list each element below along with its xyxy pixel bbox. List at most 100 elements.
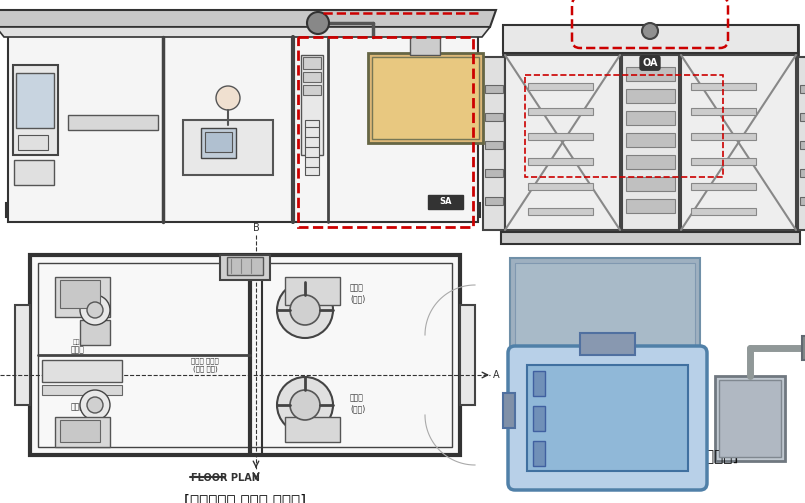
Bar (691, 83, 756, 90)
Bar (285, 277, 340, 305)
Bar (681, 55, 796, 230)
Text: 전도비: 전도비 (71, 346, 85, 355)
Circle shape (80, 295, 110, 325)
Bar (18, 135, 48, 150)
Bar (533, 406, 545, 431)
Bar (485, 113, 503, 121)
Circle shape (277, 377, 333, 433)
Bar (410, 37, 440, 55)
Bar (691, 108, 756, 115)
Text: 전도비: 전도비 (71, 402, 85, 411)
Bar (800, 113, 805, 121)
Bar (460, 305, 475, 405)
Text: SA: SA (440, 198, 452, 207)
Bar (38, 263, 452, 447)
Bar (533, 371, 545, 396)
Bar (800, 141, 805, 149)
Bar (715, 376, 785, 461)
Bar (60, 280, 100, 308)
Bar (13, 65, 58, 155)
Text: 채취실
(분리): 채취실 (분리) (350, 393, 365, 413)
Bar (503, 393, 515, 428)
Bar (201, 128, 236, 158)
Bar (580, 333, 635, 355)
Bar (800, 85, 805, 93)
Bar (691, 158, 756, 165)
Circle shape (277, 282, 333, 338)
Text: 전도비: 전도비 (72, 340, 84, 345)
Text: 처방전 대기줄
(분리 대기): 처방전 대기줄 (분리 대기) (191, 358, 219, 372)
Bar (503, 25, 798, 53)
Bar (14, 160, 54, 185)
Bar (483, 57, 505, 230)
Bar (510, 258, 700, 378)
Bar (800, 169, 805, 177)
FancyBboxPatch shape (508, 346, 707, 490)
Bar (60, 420, 100, 442)
Text: B: B (253, 223, 259, 233)
Bar (68, 115, 158, 130)
Bar (505, 55, 620, 230)
Bar (372, 57, 479, 139)
Circle shape (80, 390, 110, 420)
Bar (485, 197, 503, 205)
Bar (6, 203, 480, 217)
Bar (55, 417, 110, 447)
Bar (798, 57, 805, 230)
Text: OA: OA (642, 58, 658, 68)
Bar (368, 53, 483, 143)
Circle shape (216, 86, 240, 110)
Bar (485, 141, 503, 149)
Polygon shape (0, 10, 496, 27)
Bar (8, 27, 478, 222)
Bar (303, 85, 321, 95)
Bar (626, 199, 675, 213)
Bar (533, 441, 545, 466)
Bar (227, 257, 263, 275)
Bar (503, 25, 798, 230)
Bar (80, 320, 110, 345)
Bar (626, 155, 675, 169)
Bar (205, 132, 232, 152)
Bar (298, 37, 473, 227)
Bar (719, 380, 781, 457)
Bar (501, 232, 800, 244)
Bar (691, 133, 756, 140)
Bar (626, 89, 675, 103)
Circle shape (87, 302, 103, 318)
Bar (528, 108, 593, 115)
Circle shape (642, 23, 658, 39)
Text: 채취실
(분리): 채취실 (분리) (350, 283, 365, 303)
Bar (220, 255, 270, 280)
Bar (691, 183, 756, 190)
Text: [양압/음압 조절가능 환기장치]: [양압/음압 조절가능 환기장치] (602, 448, 738, 463)
Bar (626, 133, 675, 147)
Bar (626, 111, 675, 125)
Bar (800, 197, 805, 205)
Bar (485, 85, 503, 93)
Bar (55, 277, 110, 317)
Bar (528, 158, 593, 165)
Text: [선별진료소 개발안 평면도]: [선별진료소 개발안 평면도] (184, 493, 306, 503)
Text: A: A (493, 370, 500, 380)
Bar (626, 67, 675, 81)
Bar (528, 83, 593, 90)
Bar (485, 169, 503, 177)
Bar (42, 385, 122, 395)
Bar (525, 75, 723, 177)
Bar (183, 120, 273, 175)
Bar (622, 55, 679, 230)
Bar (527, 365, 688, 471)
Bar (528, 133, 593, 140)
Bar (528, 183, 593, 190)
Bar (301, 55, 323, 155)
Bar (303, 57, 321, 69)
Bar (42, 360, 122, 382)
Bar (16, 73, 54, 128)
Circle shape (307, 12, 329, 34)
Text: FLOOR PLAN: FLOOR PLAN (191, 473, 259, 483)
Polygon shape (0, 27, 490, 37)
Bar (528, 208, 593, 215)
Bar (303, 72, 321, 82)
Bar (626, 177, 675, 191)
